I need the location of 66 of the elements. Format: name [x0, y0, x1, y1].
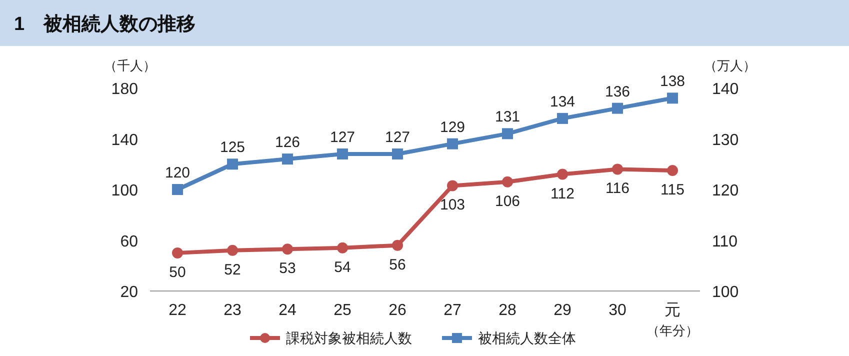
data-label: 125 — [220, 139, 246, 156]
data-label: 112 — [550, 185, 574, 202]
data-label: 138 — [660, 73, 686, 90]
legend-label: 課税対象被相続人数 — [286, 330, 412, 346]
y-tick-label: 60 — [120, 233, 138, 250]
point — [667, 164, 678, 176]
point — [227, 158, 238, 170]
y-tick-label: 180 — [111, 81, 138, 98]
y2-tick-label: 120 — [712, 182, 739, 200]
point — [392, 148, 403, 160]
data-label: 136 — [604, 83, 630, 100]
x-axis-title: （年分） — [646, 323, 698, 338]
point — [337, 242, 348, 254]
data-label: 106 — [494, 192, 520, 210]
point — [502, 176, 513, 188]
data-label: 127 — [330, 128, 356, 146]
data-label: 129 — [440, 118, 466, 136]
data-label: 126 — [274, 134, 300, 152]
point — [502, 128, 513, 140]
y-tick-label: 20 — [120, 284, 138, 301]
point — [392, 240, 403, 251]
y-tick-label: 140 — [111, 132, 138, 149]
x-tick-label: 23 — [224, 302, 242, 319]
y2-axis-title: （万人） — [704, 58, 756, 73]
point — [282, 244, 293, 255]
y-axis-title: （千人） — [104, 58, 156, 73]
data-label: 116 — [606, 180, 630, 198]
point — [447, 138, 458, 150]
point — [282, 154, 293, 165]
data-label: 53 — [279, 260, 296, 278]
y2-tick-label: 110 — [712, 233, 738, 250]
data-label: 131 — [494, 108, 520, 126]
data-label: 54 — [334, 258, 351, 276]
x-tick-label: 元 — [664, 302, 680, 319]
chart-title: 1 被相続人数の推移 — [14, 13, 196, 35]
legend-label: 被相続人数全体 — [478, 330, 576, 346]
x-tick-label: 28 — [498, 302, 516, 319]
data-label: 134 — [550, 93, 576, 110]
point — [612, 102, 623, 114]
point — [447, 180, 458, 192]
point — [337, 148, 348, 160]
data-label: 103 — [440, 196, 466, 214]
x-tick-label: 26 — [388, 302, 406, 319]
point — [557, 168, 568, 180]
data-label: 115 — [660, 181, 684, 198]
data-label: 127 — [384, 128, 410, 146]
x-tick-label: 29 — [554, 302, 572, 319]
point — [172, 184, 183, 195]
point — [172, 247, 183, 258]
x-tick-label: 22 — [168, 302, 186, 319]
y2-tick-label: 130 — [712, 132, 739, 149]
y2-tick-label: 140 — [712, 81, 739, 98]
y2-tick-label: 100 — [712, 284, 739, 301]
y-tick-label: 100 — [111, 182, 138, 200]
point — [667, 92, 678, 104]
data-label: 56 — [389, 256, 406, 274]
x-tick-label: 25 — [334, 302, 352, 319]
data-label: 50 — [169, 264, 186, 281]
data-label: 120 — [164, 164, 190, 182]
point — [557, 112, 568, 124]
x-tick-label: 30 — [608, 302, 626, 319]
point — [227, 244, 238, 256]
x-tick-label: 27 — [444, 302, 462, 319]
x-tick-label: 24 — [278, 302, 296, 319]
data-label: 52 — [224, 261, 241, 278]
point — [612, 164, 623, 175]
